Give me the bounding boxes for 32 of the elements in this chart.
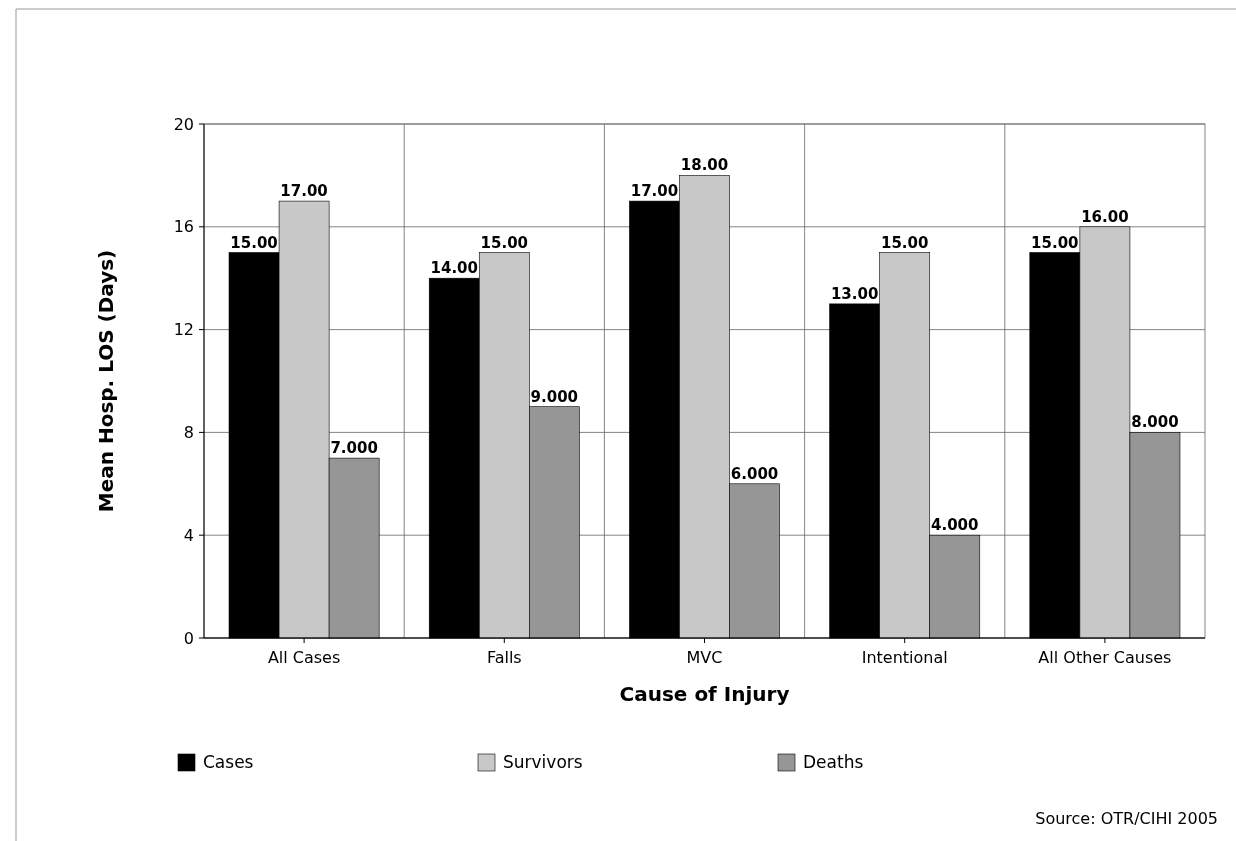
data-label: 14.00 — [430, 259, 478, 278]
x-tick-label: All Cases — [267, 648, 341, 667]
x-tick-label: MVC — [686, 648, 723, 667]
data-label: 9.000 — [530, 387, 579, 406]
data-label: 4.000 — [931, 516, 979, 535]
legend-label: Survivors — [503, 752, 583, 772]
x-tick-label: All Other Causes — [1038, 648, 1172, 667]
data-label: 16.00 — [1081, 207, 1129, 226]
data-label: 8.000 — [1131, 413, 1179, 432]
data-label: 13.00 — [830, 284, 879, 303]
x-tick-label: Falls — [486, 648, 522, 667]
x-axis-title: Cause of Injury — [619, 682, 790, 706]
legend-label: Cases — [203, 752, 254, 772]
y-tick-label: 8 — [183, 423, 194, 442]
y-tick-label: 16 — [173, 217, 194, 237]
y-tick-label: 0 — [183, 628, 194, 648]
data-label: 6.000 — [730, 464, 779, 483]
y-tick-label: 12 — [173, 320, 194, 340]
data-label: 15.00 — [480, 233, 529, 252]
legend-label: Deaths — [803, 752, 864, 772]
y-tick-label: 4 — [183, 525, 194, 545]
data-label: 15.00 — [880, 233, 929, 252]
data-label: 15.00 — [230, 233, 278, 252]
data-label: 17.00 — [280, 182, 328, 201]
data-label: 15.00 — [1031, 233, 1079, 252]
source-note: Source: OTR/CIHI 2005 — [1035, 809, 1218, 828]
data-label: 18.00 — [680, 156, 729, 175]
y-axis-title: Mean Hosp. LOS (Days) — [94, 249, 118, 513]
x-tick-label: Intentional — [861, 648, 948, 667]
data-label: 7.000 — [330, 439, 378, 458]
data-label: 17.00 — [630, 182, 679, 201]
y-tick-label: 20 — [173, 114, 194, 134]
